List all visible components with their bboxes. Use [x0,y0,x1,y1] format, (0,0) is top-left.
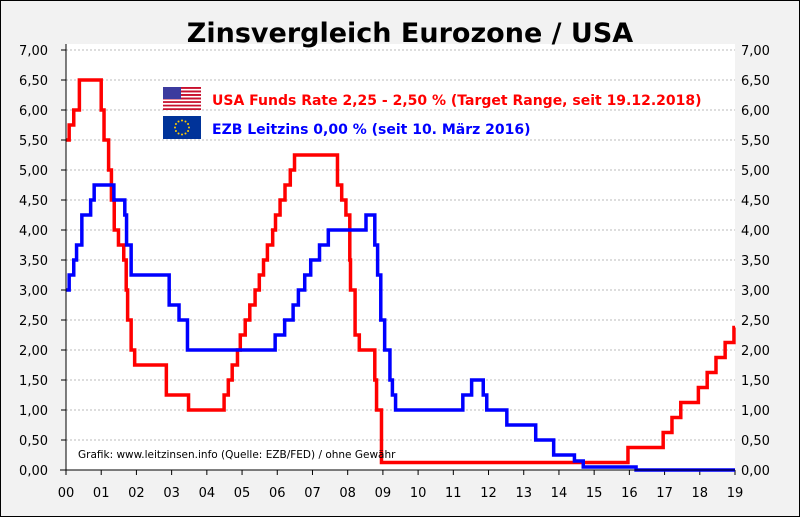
eu-star [174,126,176,129]
flag-stripe [163,90,201,93]
x-tick-label: 18 [692,486,709,501]
y-tick-label-left: 0,50 [19,434,48,449]
x-tick-label: 05 [234,486,251,501]
eu-star [181,133,183,136]
y-tick-label-right: 5,00 [741,164,770,179]
x-tick-label: 13 [515,486,532,501]
y-tick-label-left: 4,50 [19,194,48,209]
x-tick-label: 17 [656,486,673,501]
eu-star [181,119,183,122]
y-tick-label-right: 2,50 [741,314,770,329]
flag-stripe [163,101,201,103]
flag-stripe [163,87,201,89]
y-tick-label-right: 7,00 [741,44,770,59]
x-tick-label: 00 [58,486,75,501]
flag-stripe [163,94,201,96]
y-tick-label-right: 3,00 [741,284,770,299]
eu-star [188,126,190,129]
y-tick-label-left: 5,50 [19,134,48,149]
x-tick-label: 16 [621,486,638,501]
plot-area [66,44,735,470]
x-tick-label: 08 [339,486,356,501]
source-note: Grafik: www.leitzinsen.info (Quelle: EZB… [78,449,396,461]
y-tick-label-left: 5,00 [19,164,48,179]
legend: USA Funds Rate 2,25 - 2,50 % (Target Ran… [163,87,702,139]
y-tick-label-right: 4,50 [741,194,770,209]
eu-star [187,123,190,125]
eu-star [174,130,177,132]
chart-title: Zinsvergleich Eurozone / USA [187,18,633,49]
x-tick-label: 07 [304,486,321,501]
y-tick-label-right: 1,00 [741,404,770,419]
eu-flag-icon [163,116,201,139]
y-tick-label-right: 0,50 [741,434,770,449]
x-tick-label: 03 [163,486,180,501]
flag-stripe [163,97,201,100]
x-tick-label: 04 [199,486,216,501]
y-tick-label-left: 3,50 [19,254,48,269]
y-tick-label-left: 6,50 [19,74,48,89]
x-tick-label: 15 [586,486,603,501]
y-tick-label-right: 1,50 [741,374,770,389]
legend-ezb: EZB Leitzins 0,00 % (seit 10. März 2016) [212,122,531,138]
legend-usa: USA Funds Rate 2,25 - 2,50 % (Target Ran… [212,93,702,109]
y-tick-label-left: 7,00 [19,44,48,59]
y-tick-label-left: 0,00 [19,464,48,479]
y-tick-label-left: 2,00 [19,344,48,359]
y-tick-label-left: 6,00 [19,104,48,119]
x-tick-label: 14 [551,486,568,501]
y-tick-label-left: 2,50 [19,314,48,329]
eu-star [187,130,190,132]
x-tick-label: 19 [727,486,744,501]
eu-star [184,132,187,135]
x-tick-label: 12 [480,486,497,501]
y-tick-label-left: 4,00 [19,224,48,239]
y-tick-label-right: 5,50 [741,134,770,149]
y-tick-label-right: 6,00 [741,104,770,119]
eu-star [177,132,180,135]
eu-star [177,120,180,123]
y-tick-label-right: 4,00 [741,224,770,239]
y-tick-label-left: 1,50 [19,374,48,389]
y-tick-label-right: 6,50 [741,74,770,89]
x-tick-label: 06 [269,486,286,501]
flag-stripe [163,108,201,110]
flag-stripe [163,104,201,107]
y-tick-label-right: 0,00 [741,464,770,479]
y-tick-label-left: 1,00 [19,404,48,419]
series-line-ezb [66,183,735,472]
eu-star [174,123,177,125]
us-flag-icon [163,87,201,110]
y-tick-label-right: 2,00 [741,344,770,359]
eu-star [184,120,187,123]
y-tick-label-right: 3,50 [741,254,770,269]
x-tick-label: 09 [375,486,392,501]
x-tick-label: 02 [128,486,145,501]
x-tick-label: 01 [93,486,110,501]
series-line-usa [66,78,736,465]
y-tick-label-left: 3,00 [19,284,48,299]
x-tick-label: 11 [445,486,462,501]
x-tick-label: 10 [410,486,427,501]
